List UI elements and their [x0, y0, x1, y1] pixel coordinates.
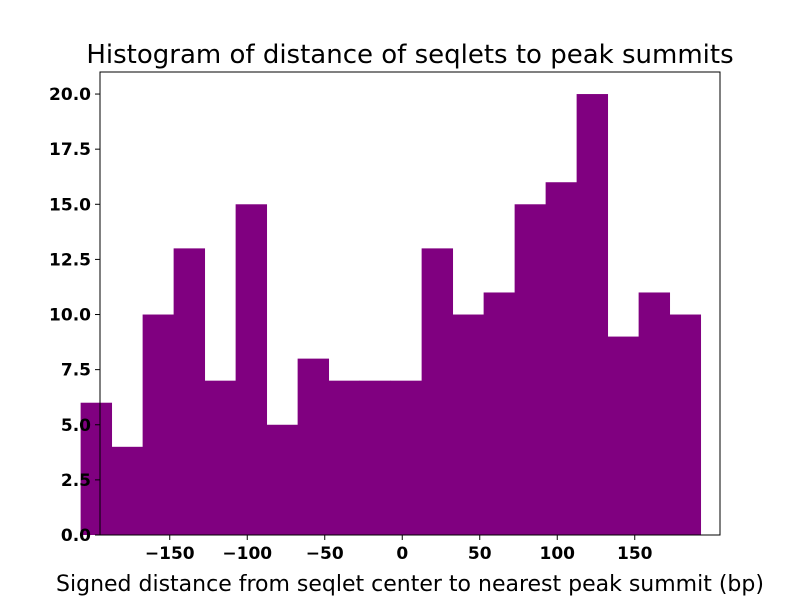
histogram-bar: [328, 380, 361, 535]
histogram-bar: [297, 358, 330, 535]
y-tick-label: 12.5: [49, 250, 91, 270]
histogram-bar: [576, 94, 609, 536]
histogram-bar: [607, 336, 640, 535]
histogram-bar: [545, 182, 578, 535]
bars-group: [80, 94, 702, 536]
x-tick-label: 50: [468, 544, 492, 564]
histogram-bar: [204, 380, 237, 535]
histogram-bar: [359, 380, 392, 535]
y-tick-label: 15.0: [49, 195, 91, 215]
y-tick-label: 17.5: [49, 140, 91, 160]
x-tick-label: 100: [540, 544, 576, 564]
x-tick-label: 0: [396, 544, 408, 564]
plot-frame: [99, 71, 721, 536]
histogram-bar: [390, 380, 423, 535]
x-tick-label: 150: [617, 544, 653, 564]
y-tick-label: 0.0: [61, 526, 91, 546]
y-tick-label: 20.0: [49, 85, 91, 105]
histogram-bar: [669, 314, 702, 535]
chart-title: Histogram of distance of seqlets to peak…: [86, 40, 733, 70]
x-tick-label: −100: [222, 544, 272, 564]
histogram-bar: [483, 292, 516, 535]
histogram-bar: [142, 314, 175, 535]
histogram-bar: [638, 292, 671, 535]
x-tick-label: −150: [145, 544, 195, 564]
histogram-bar: [266, 424, 299, 535]
histogram-bar: [514, 204, 547, 536]
histogram-bar: [235, 204, 268, 536]
x-axis-label: Signed distance from seqlet center to ne…: [56, 572, 764, 597]
y-tick-label: 7.5: [61, 361, 91, 381]
histogram-bar: [452, 314, 485, 535]
histogram-bar: [173, 248, 206, 535]
histogram-bar: [111, 446, 144, 535]
x-tick-label: −50: [306, 544, 344, 564]
x-axis-ticks: −150 −100 −50 0 50 100 150: [145, 535, 653, 564]
y-tick-label: 10.0: [49, 306, 91, 326]
y-tick-label: 5.0: [61, 416, 91, 436]
histogram-bar: [421, 248, 454, 535]
y-axis-ticks: 0.0 2.5 5.0 7.5 10.0 12.5 15.0 17.5 20.0: [49, 85, 100, 546]
y-tick-label: 2.5: [61, 471, 91, 491]
